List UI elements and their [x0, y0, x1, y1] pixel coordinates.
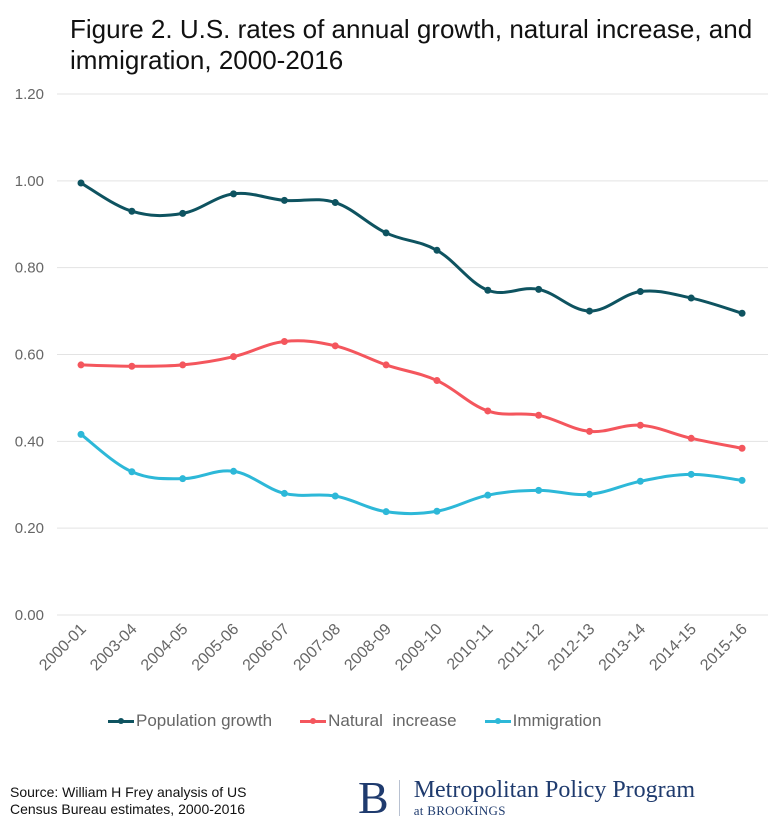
line-population-growth [79, 181, 744, 315]
point-immigration-2014-15 [687, 470, 695, 478]
point-immigration-2013-14 [636, 477, 644, 485]
point-population-growth-2009-10 [433, 246, 441, 254]
point-natural-increase-2006-07 [280, 337, 288, 345]
legend-item-immigration[interactable]: Immigration [484, 711, 602, 731]
y-tick-label: 1.20 [15, 86, 44, 103]
point-natural-increase-2014-15 [687, 434, 695, 442]
point-population-growth-2008-09 [382, 229, 390, 237]
point-population-growth-2004-05 [179, 209, 187, 217]
point-natural-increase-2004-05 [179, 361, 187, 369]
legend-item-population-growth[interactable]: Population growth [108, 711, 272, 731]
logo-divider [398, 780, 400, 816]
point-immigration-2008-09 [382, 508, 390, 516]
point-population-growth-2011-12 [535, 285, 543, 293]
x-tick-label: 2000-01 [36, 621, 90, 675]
point-natural-increase-2005-06 [230, 353, 238, 361]
point-natural-increase-2012-13 [586, 427, 593, 435]
point-population-growth-2006-07 [280, 196, 288, 204]
point-natural-increase-2008-09 [382, 361, 390, 369]
y-axis-ticks: 0.00 0.20 0.40 0.60 0.80 1.00 1.20 [15, 86, 44, 624]
point-population-growth-2015-16 [738, 309, 746, 317]
point-immigration-2011-12 [535, 486, 543, 494]
point-natural-increase-2007-08 [331, 342, 339, 350]
x-tick-label: 2009-10 [392, 621, 446, 675]
point-immigration-2010-11 [484, 491, 492, 499]
x-tick-label: 2011-12 [495, 621, 548, 674]
legend-swatch-population-growth [108, 717, 134, 724]
x-tick-label: 2015-16 [697, 621, 751, 675]
line-chart: 0.00 0.20 0.40 0.60 0.80 1.00 1.20 2000-012003… [15, 86, 768, 675]
point-immigration-2006-07 [280, 489, 288, 497]
source-line-1: Source: William H Frey analysis of US [10, 784, 247, 800]
point-natural-increase-2015-16 [738, 444, 746, 452]
point-natural-increase-2010-11 [484, 407, 492, 415]
point-natural-increase-2009-10 [433, 377, 441, 385]
x-axis-ticks: 2000-012003-042004-052005-062006-072007-… [36, 621, 751, 675]
x-tick-label: 2005-06 [189, 621, 243, 675]
legend-swatch-natural-increase [300, 717, 327, 724]
legend-swatch-immigration [484, 717, 511, 724]
legend-item-natural-increase[interactable]: Natural increase [300, 711, 457, 731]
point-population-growth-2005-06 [230, 190, 238, 198]
y-tick-label: 0.40 [15, 433, 44, 450]
series-natural-increase [77, 337, 746, 452]
logo-subtitle: at BROOKINGS [413, 803, 506, 818]
x-tick-label: 2006-07 [240, 621, 294, 675]
brookings-logo: B Metropolitan Policy Program at BROOKIN… [358, 775, 695, 821]
point-population-growth-2000-01 [77, 179, 85, 187]
series-population-growth [77, 179, 746, 317]
point-population-growth-2012-13 [586, 307, 593, 315]
legend-label: Immigration [512, 711, 602, 730]
point-population-growth-2003-04 [128, 207, 136, 215]
y-tick-label: 0.80 [15, 260, 44, 277]
point-natural-increase-2013-14 [636, 421, 644, 429]
x-tick-label: 2004-05 [138, 621, 192, 675]
point-immigration-2000-01 [77, 430, 85, 438]
point-population-growth-2010-11 [484, 286, 492, 294]
point-immigration-2009-10 [433, 507, 441, 515]
gridlines [57, 93, 768, 616]
y-tick-label: 1.00 [15, 173, 44, 190]
logo-letter: B [358, 772, 389, 823]
point-population-growth-2007-08 [331, 199, 339, 207]
x-tick-label: 2013-14 [596, 621, 650, 675]
x-tick-label: 2008-09 [341, 621, 395, 675]
line-immigration [79, 432, 744, 516]
source-line-2: Census Bureau estimates, 2000-2016 [10, 801, 246, 817]
point-population-growth-2014-15 [687, 294, 695, 302]
y-tick-label: 0.60 [15, 347, 44, 364]
logo-program-name: Metropolitan Policy Program [413, 777, 695, 803]
point-immigration-2003-04 [128, 468, 136, 476]
series-lines [77, 179, 746, 516]
point-natural-increase-2003-04 [128, 362, 136, 370]
y-tick-label: 0.00 [15, 607, 44, 624]
point-immigration-2007-08 [331, 492, 339, 500]
legend-label: Population growth [136, 711, 273, 730]
point-immigration-2012-13 [586, 490, 593, 498]
x-tick-label: 2012-13 [545, 621, 599, 675]
x-tick-label: 2010-11 [444, 621, 497, 674]
legend: Population growth Natural increase Immig… [108, 709, 629, 733]
point-immigration-2005-06 [230, 467, 238, 475]
point-natural-increase-2011-12 [535, 411, 543, 419]
chart-title: Figure 2. U.S. rates of annual growth, n… [70, 14, 753, 75]
point-natural-increase-2000-01 [77, 361, 85, 369]
point-population-growth-2013-14 [636, 288, 644, 296]
series-immigration [77, 430, 746, 516]
line-natural-increase [79, 339, 744, 450]
y-tick-label: 0.20 [15, 520, 44, 537]
x-tick-label: 2003-04 [87, 621, 141, 675]
legend-label: Natural increase [328, 711, 457, 730]
source-note: Source: William H Frey analysis of US Ce… [10, 784, 330, 818]
point-immigration-2004-05 [179, 475, 187, 483]
point-immigration-2015-16 [738, 476, 746, 484]
x-tick-label: 2014-15 [646, 621, 700, 675]
x-tick-label: 2007-08 [291, 621, 345, 675]
